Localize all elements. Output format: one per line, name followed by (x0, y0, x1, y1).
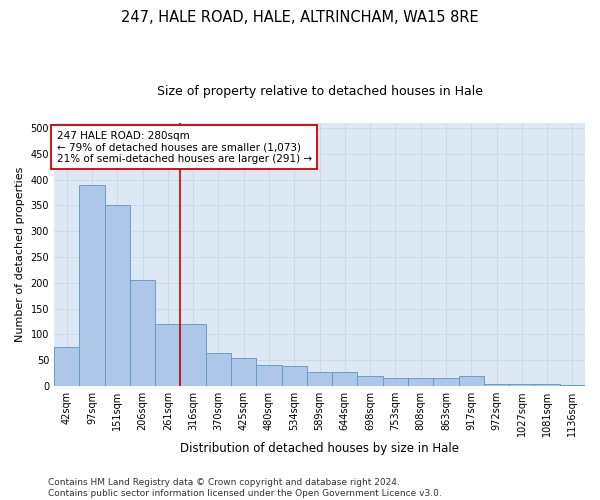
Bar (408, 378, 433, 386)
Text: Contains HM Land Registry data © Crown copyright and database right 2024.
Contai: Contains HM Land Registry data © Crown c… (48, 478, 442, 498)
Bar (256, 366, 281, 386)
Y-axis label: Number of detached properties: Number of detached properties (15, 166, 25, 342)
Bar (535, 384, 560, 386)
Bar (231, 358, 256, 386)
Bar (332, 372, 358, 386)
Bar (54, 348, 79, 386)
Bar (155, 324, 181, 386)
Bar (104, 206, 130, 386)
Bar (433, 378, 458, 386)
Bar (206, 352, 231, 386)
Bar (509, 384, 535, 386)
X-axis label: Distribution of detached houses by size in Hale: Distribution of detached houses by size … (180, 442, 459, 455)
Bar (458, 376, 484, 386)
Title: Size of property relative to detached houses in Hale: Size of property relative to detached ho… (157, 85, 482, 98)
Bar (358, 376, 383, 386)
Bar (560, 384, 585, 386)
Bar (383, 378, 408, 386)
Text: 247 HALE ROAD: 280sqm
← 79% of detached houses are smaller (1,073)
21% of semi-d: 247 HALE ROAD: 280sqm ← 79% of detached … (56, 130, 312, 164)
Text: 247, HALE ROAD, HALE, ALTRINCHAM, WA15 8RE: 247, HALE ROAD, HALE, ALTRINCHAM, WA15 8… (121, 10, 479, 25)
Bar (484, 384, 509, 386)
Bar (307, 372, 332, 386)
Bar (281, 366, 307, 386)
Bar (79, 184, 104, 386)
Bar (130, 280, 155, 386)
Bar (181, 324, 206, 386)
